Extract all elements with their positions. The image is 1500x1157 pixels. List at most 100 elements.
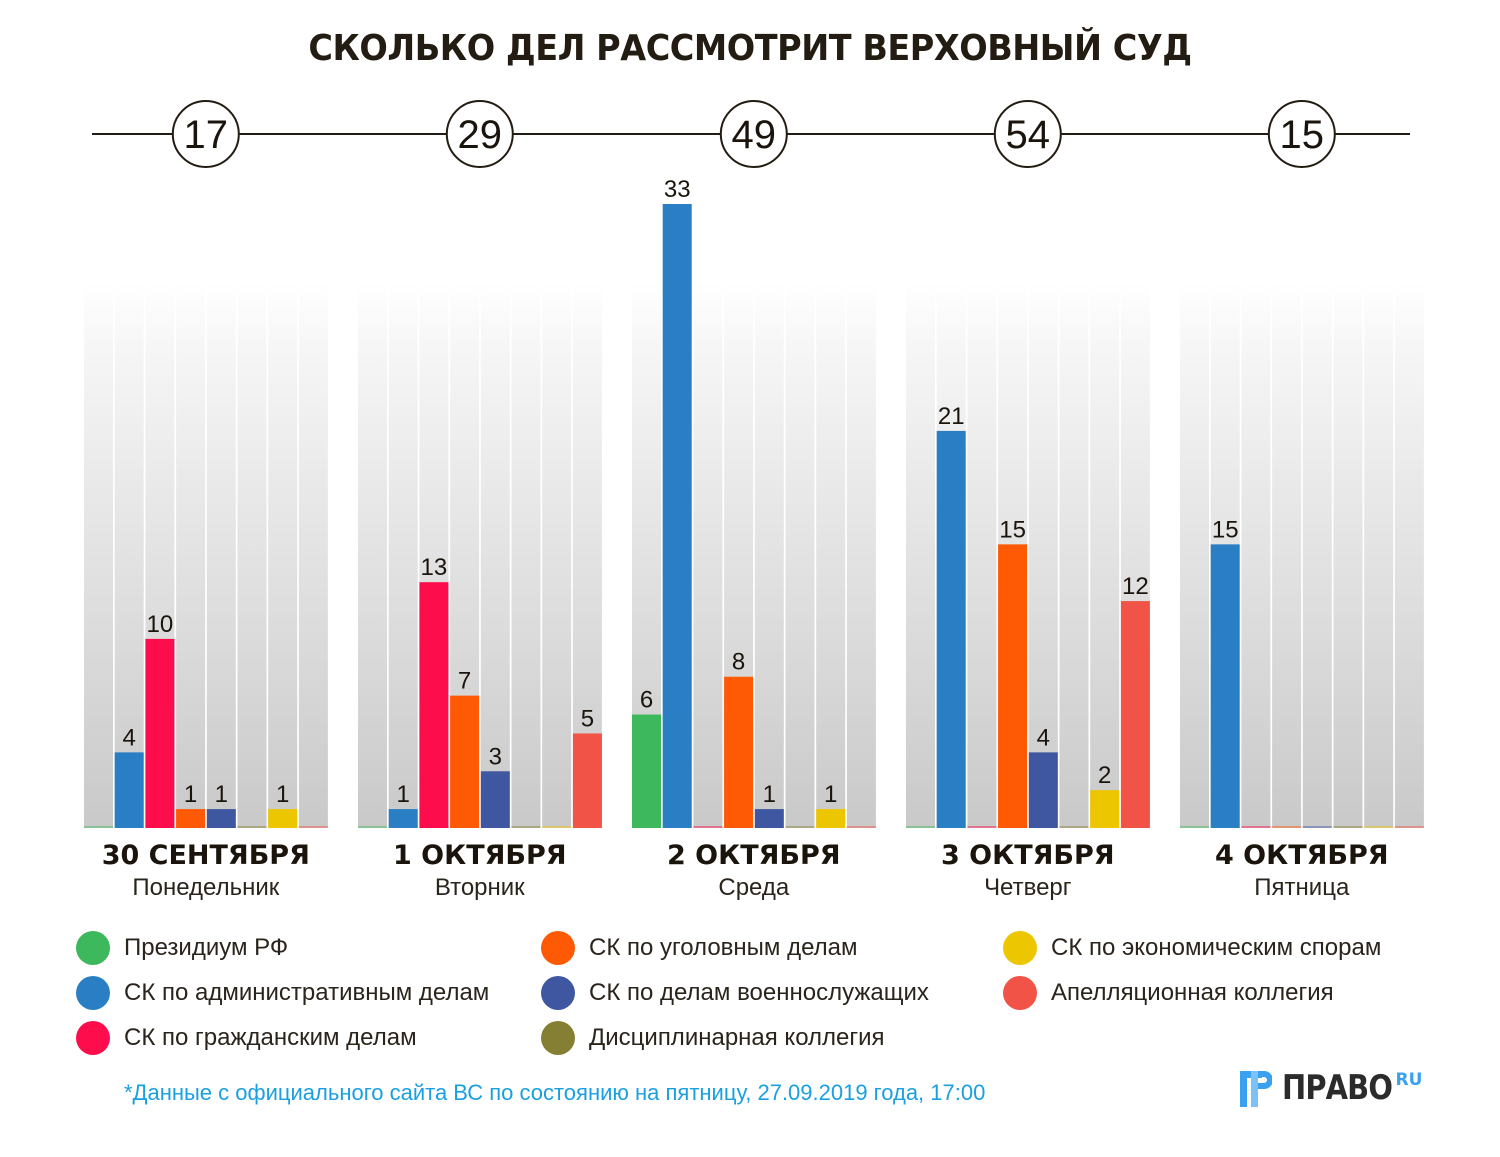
background-column [206,282,236,828]
legend-swatch [541,976,575,1010]
bar-value-label: 33 [664,176,691,203]
bar-zero-marker [1180,826,1209,828]
bar [1120,601,1150,828]
bar [632,714,661,828]
background-column [1333,282,1363,828]
bar [936,430,966,828]
bar-zero-marker [967,826,997,828]
total-circle [993,100,1062,168]
bar-value-label: 15 [999,516,1026,543]
bar-zero-marker [1272,826,1302,828]
legend-swatch [1003,976,1037,1010]
total-circle [445,100,514,168]
bar-zero-marker [1241,826,1271,828]
background-column [1028,282,1058,828]
background-column [906,282,935,828]
bar [1210,544,1240,828]
bar-value-label: 2 [1098,762,1111,789]
bar-zero-marker [1059,826,1089,828]
background-column [846,282,876,828]
total-circle [1267,100,1336,168]
background-column [1272,282,1302,828]
bar-value-label: 4 [123,724,136,751]
background-column [1090,282,1120,828]
legend-swatch [76,931,110,965]
timeline: 17 29 49 54 15 [92,100,1410,168]
legend-item: СК по делам военнослужащих [541,975,929,1011]
bar-zero-marker [846,826,876,828]
bar [816,809,846,828]
bar-value-label: 1 [215,781,228,808]
date-label: 3 ОКТЯБРЯ [941,840,1115,871]
bar-zero-marker [511,826,541,828]
bars [84,204,1424,828]
bar [206,809,236,828]
bar-value-label: 6 [640,687,653,714]
legend-swatch [76,1021,110,1055]
weekday-label: Четверг [984,874,1072,901]
background-column [511,282,541,828]
bar [145,638,175,828]
logo: ПРАВО RU [1240,1068,1422,1108]
legend-item: СК по экономическим спорам [1003,930,1381,966]
background-column [358,282,387,828]
bar-zero-marker [298,826,328,828]
bar [572,733,602,828]
background-column [754,282,784,828]
bar [480,771,510,828]
total-label: 29 [458,113,503,157]
background-column [1241,282,1271,828]
logo-suffix: RU [1395,1070,1423,1090]
logo-mark-icon [1240,1071,1273,1107]
legend-label: СК по делам военнослужащих [589,979,929,1006]
bar-zero-marker [1302,826,1332,828]
legend-item: Президиум РФ [76,930,288,966]
background-column [1394,282,1424,828]
background-column [268,282,298,828]
bar-value-label: 15 [1212,516,1239,543]
bar-zero-marker [1333,826,1363,828]
date-label: 4 ОКТЯБРЯ [1215,840,1389,871]
legend-item: СК по гражданским делам [76,1020,417,1056]
bar-value-label: 7 [458,668,471,695]
bar-value-label: 1 [276,781,289,808]
footnote: *Данные с официального сайта ВС по состо… [124,1080,986,1105]
background-column [967,282,997,828]
weekday-label: Пятница [1254,874,1350,901]
bar [268,809,298,828]
bar-value-label: 1 [763,781,776,808]
logo-text: ПРАВО [1282,1068,1393,1108]
weekday-label: Среда [718,874,790,901]
bar [1028,752,1058,828]
legend-label: СК по уголовным делам [589,934,858,961]
background-column [693,282,723,828]
total-circle [719,100,788,168]
bar-value-label: 21 [938,403,965,430]
background-column [480,282,510,828]
bar-zero-marker [1394,826,1424,828]
date-label: 2 ОКТЯБРЯ [667,840,841,871]
legend-label: Апелляционная коллегия [1051,979,1334,1006]
background-column [816,282,846,828]
background-column [1180,282,1209,828]
legend-swatch [1003,931,1037,965]
bar-zero-marker [906,826,935,828]
legend-label: СК по экономическим спорам [1051,934,1382,961]
bar [450,695,480,828]
bar [724,676,754,828]
legend-label: СК по гражданским делам [124,1024,417,1051]
background-column [298,282,328,828]
bar [114,752,144,828]
bar-value-label: 8 [732,649,745,676]
legend-label: Дисциплинарная коллегия [589,1024,885,1051]
chart-title: СКОЛЬКО ДЕЛ РАССМОТРИТ ВЕРХОВНЫЙ СУД [308,28,1192,69]
legend-item: Апелляционная коллегия [1003,975,1334,1011]
background-column [388,282,418,828]
background-column [84,282,113,828]
bar-zero-marker [1364,826,1394,828]
date-label: 1 ОКТЯБРЯ [393,840,567,871]
bar-value-label: 1 [397,781,410,808]
background-column [1364,282,1394,828]
